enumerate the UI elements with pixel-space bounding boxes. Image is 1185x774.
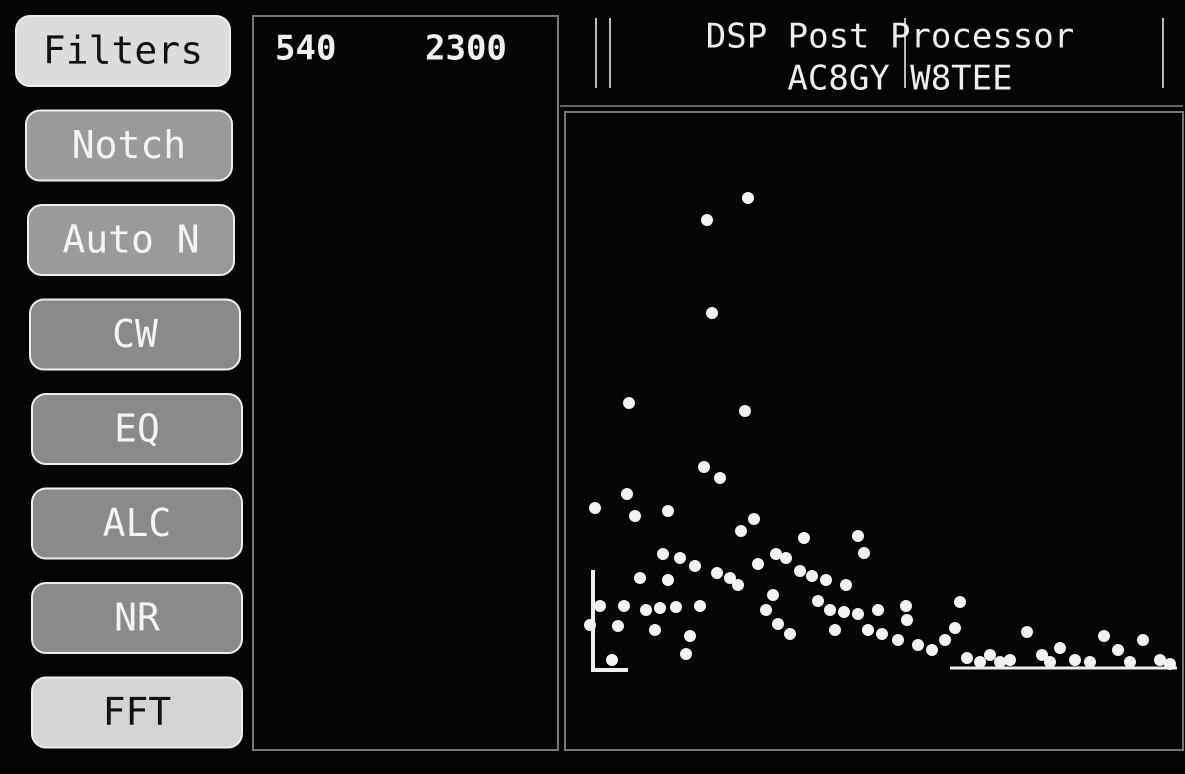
fft-dot <box>748 513 760 525</box>
button[interactable]: NR <box>32 583 242 653</box>
fft-dot <box>1124 656 1136 668</box>
fft-dot <box>949 622 961 634</box>
fft-dot <box>912 639 924 651</box>
fft-dot <box>1137 634 1149 646</box>
fft-dot <box>812 595 824 607</box>
button-label[interactable]: NR <box>114 596 160 640</box>
fft-dot <box>694 600 706 612</box>
fft-dot <box>662 574 674 586</box>
fft-dot <box>838 606 850 618</box>
fft-dot <box>784 628 796 640</box>
fft-dot <box>820 574 832 586</box>
fft-dot <box>589 502 601 514</box>
fft-dot <box>623 397 635 409</box>
fft-dot <box>901 614 913 626</box>
fft-dot <box>701 214 713 226</box>
fft-dot <box>862 624 874 636</box>
fft-dot <box>684 630 696 642</box>
fft-dot <box>618 600 630 612</box>
button-label[interactable]: EQ <box>114 407 160 451</box>
fft-dot <box>852 530 864 542</box>
button[interactable]: CW <box>30 300 240 370</box>
fft-dot <box>606 654 618 666</box>
fft-dot <box>926 644 938 656</box>
fft-dot <box>662 505 674 517</box>
fft-dot <box>961 652 973 664</box>
fft-dot <box>742 192 754 204</box>
button[interactable]: FFT <box>32 678 242 748</box>
fft-dot <box>824 604 836 616</box>
fft-dot <box>876 628 888 640</box>
fft-dot <box>698 461 710 473</box>
fft-dot <box>852 608 864 620</box>
filter-low: 540 <box>275 29 336 69</box>
fft-dot <box>954 596 966 608</box>
fft-dot <box>629 510 641 522</box>
fft-dot <box>621 488 633 500</box>
fft-dot <box>1054 642 1066 654</box>
button[interactable]: ALC <box>32 489 242 559</box>
fft-dot <box>735 525 747 537</box>
fft-dot <box>767 589 779 601</box>
button[interactable]: Filters <box>16 16 230 86</box>
fft-dot <box>900 600 912 612</box>
fft-dot <box>689 560 701 572</box>
fft-dot <box>680 648 692 660</box>
button-label[interactable]: ALC <box>103 501 172 545</box>
button-label[interactable]: FFT <box>103 690 172 734</box>
fft-dot <box>1098 630 1110 642</box>
fft-dot <box>772 618 784 630</box>
fft-dot <box>1021 626 1033 638</box>
button[interactable]: Notch <box>26 111 232 181</box>
fft-dot <box>760 604 772 616</box>
fft-dot <box>1164 658 1176 670</box>
fft-dot <box>1112 644 1124 656</box>
fft-dot <box>840 579 852 591</box>
header-subtitle: AC8GY W8TEE <box>787 59 1012 99</box>
fft-dot <box>732 579 744 591</box>
fft-dot <box>780 552 792 564</box>
button-label[interactable]: Notch <box>72 123 186 167</box>
page: {"buttons": ["Filters", "Notch", "Auto N… <box>0 0 1185 770</box>
fft-dot <box>752 558 764 570</box>
filter-high: 2300 <box>425 29 507 69</box>
fft-dot <box>1044 656 1056 668</box>
button[interactable]: Auto N <box>28 205 234 275</box>
fft-dot <box>939 634 951 646</box>
fft-dot <box>829 624 841 636</box>
fft-dot <box>634 572 646 584</box>
fft-dot <box>640 604 652 616</box>
fft-dot <box>872 604 884 616</box>
fft-dot <box>806 570 818 582</box>
fft-dot <box>612 620 624 632</box>
fft-dot <box>674 552 686 564</box>
fft-dot <box>1084 656 1096 668</box>
fft-dot <box>892 634 904 646</box>
fft-dot <box>649 624 661 636</box>
fft-dot <box>594 600 606 612</box>
screen: FiltersNotchAuto NCWEQALCNRFFT 540 2300 … <box>0 0 1185 770</box>
fft-dot <box>711 567 723 579</box>
fft-dot <box>794 565 806 577</box>
header-title: DSP Post Processor <box>706 17 1074 57</box>
fft-dot <box>994 656 1006 668</box>
fft-dot <box>1004 654 1016 666</box>
fft-dot <box>670 601 682 613</box>
button[interactable]: EQ <box>32 394 242 464</box>
fft-dot <box>858 547 870 559</box>
fft-dot <box>657 548 669 560</box>
fft-dot <box>584 619 596 631</box>
button-label[interactable]: CW <box>112 312 158 356</box>
fft-dot <box>706 307 718 319</box>
button-label[interactable]: Filters <box>43 29 203 73</box>
fft-dot <box>798 532 810 544</box>
fft-dot <box>739 405 751 417</box>
fft-dot <box>1069 654 1081 666</box>
fft-dot <box>984 649 996 661</box>
fft-dot <box>654 602 666 614</box>
fft-dot <box>714 472 726 484</box>
fft-dot <box>974 656 986 668</box>
button-label[interactable]: Auto N <box>62 218 199 262</box>
